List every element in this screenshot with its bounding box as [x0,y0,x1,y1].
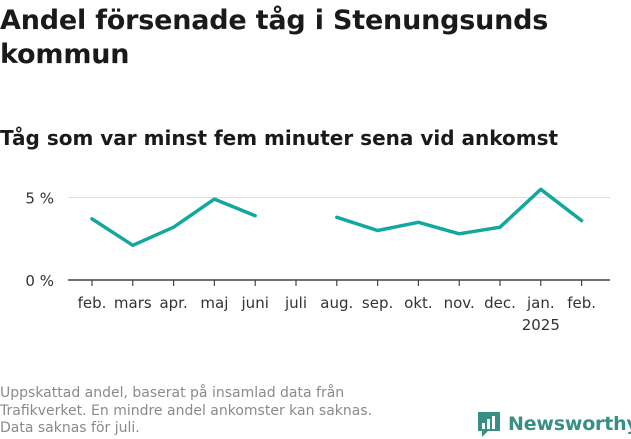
x-tick-label: nov. [444,294,475,312]
x-tick-label: juli [284,294,307,312]
grid-layer: 0 % 5 % [25,190,610,290]
footnote: Uppskattad andel, baserat på insamlad da… [0,385,440,438]
footnote-line: Data saknas för juli. [0,420,140,436]
chart-subtitle: Tåg som var minst fem minuter sena vid a… [0,126,559,150]
x-tick-label: feb. [567,294,596,312]
x-tick-label: juni [241,294,269,312]
x-tick-label: maj [200,294,228,312]
bar-chart-icon [478,412,500,437]
x-tick-label: mars [114,294,152,312]
line-chart: 0 % 5 % feb. mars apr. maj juni juli aug. sep. ok… [25,187,610,334]
x-tick-label: okt. [404,294,433,312]
footnote-line: Uppskattad andel, baserat på insamlad da… [0,385,345,401]
x-tick-label: dec. [484,294,516,312]
logo-text: Newsworthy [508,413,631,435]
series-layer [90,187,584,248]
x-tick-sublabel: 2025 [522,316,560,334]
y-tick-label: 0 % [25,272,54,290]
x-tick-label: apr. [159,294,187,312]
x-tick-label: feb. [78,294,107,312]
x-tick-label: jan. [526,294,555,312]
series-line [90,197,257,248]
chart-title: Andel försenade tåg i Stenungsunds kommu… [0,5,549,70]
x-tick-label: aug. [320,294,353,312]
x-tick-label: sep. [362,294,393,312]
y-tick-label: 5 % [25,190,54,208]
newsworthy-logo: Newsworthy [476,410,631,438]
x-axis: feb. mars apr. maj juni juli aug. sep. okt. nov. d… [78,280,596,334]
footnote-line: Trafikverket. En mindre andel ankomster … [0,402,373,419]
series-line [335,187,584,236]
